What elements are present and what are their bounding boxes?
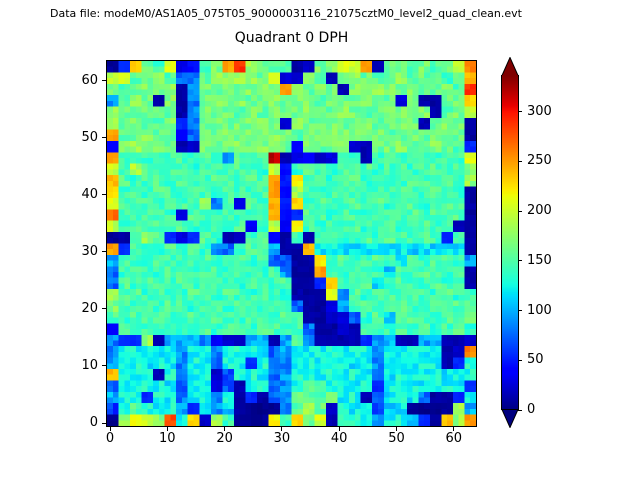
colorbar-tick-label: 0 [527, 402, 536, 417]
y-tick-label: 20 [81, 300, 98, 316]
colorbar-tick [518, 210, 522, 212]
x-axis-tick [453, 427, 455, 431]
x-axis-tick [281, 427, 283, 431]
x-tick-label: 60 [445, 431, 463, 446]
y-axis-tick [102, 137, 106, 139]
x-tick-label: 30 [273, 431, 291, 446]
y-tick-label: 0 [89, 415, 98, 430]
colorbar-tick-label: 100 [527, 302, 552, 318]
y-axis-tick [102, 308, 106, 310]
colorbar-tick-label: 200 [527, 203, 552, 219]
colorbar-body [501, 75, 519, 410]
heatmap-plot [106, 60, 477, 427]
colorbar-bottom-arrow [501, 409, 519, 428]
y-axis-tick [102, 422, 106, 424]
y-tick-label: 10 [81, 357, 98, 373]
x-tick-label: 40 [330, 431, 348, 446]
x-axis-tick [109, 427, 111, 431]
y-axis-tick [102, 194, 106, 196]
x-tick-label: 10 [159, 431, 176, 446]
y-tick-label: 30 [81, 243, 98, 259]
x-axis-tick [338, 427, 340, 431]
datafile-label: Data file: modeM0/AS1A05_075T05_90000031… [50, 7, 522, 20]
x-tick-label: 0 [105, 431, 115, 446]
y-tick-label: 50 [81, 129, 98, 145]
colorbar-tick [518, 310, 522, 312]
y-tick-label: 60 [81, 72, 98, 88]
colorbar-tick-label: 250 [527, 153, 552, 169]
y-axis-tick [102, 365, 106, 367]
colorbar-tick-label: 150 [527, 252, 552, 268]
heatmap-image [107, 61, 476, 426]
y-axis-tick [102, 80, 106, 82]
colorbar-top-arrow [501, 57, 519, 76]
colorbar-tick [518, 409, 522, 411]
x-tick-label: 50 [388, 431, 405, 446]
y-tick-label: 40 [81, 186, 98, 202]
colorbar-tick [518, 111, 522, 113]
colorbar-tick-label: 300 [527, 103, 552, 119]
x-axis-tick [224, 427, 226, 431]
colorbar-tick-label: 50 [527, 352, 544, 368]
colorbar-tick [518, 260, 522, 262]
plot-title: Quadrant 0 DPH [234, 30, 349, 46]
x-axis-tick [166, 427, 168, 431]
colorbar-tick [518, 160, 522, 162]
x-axis-tick [396, 427, 397, 431]
x-tick-label: 20 [216, 431, 233, 446]
y-axis-tick [102, 251, 106, 253]
colorbar-tick [518, 359, 522, 361]
